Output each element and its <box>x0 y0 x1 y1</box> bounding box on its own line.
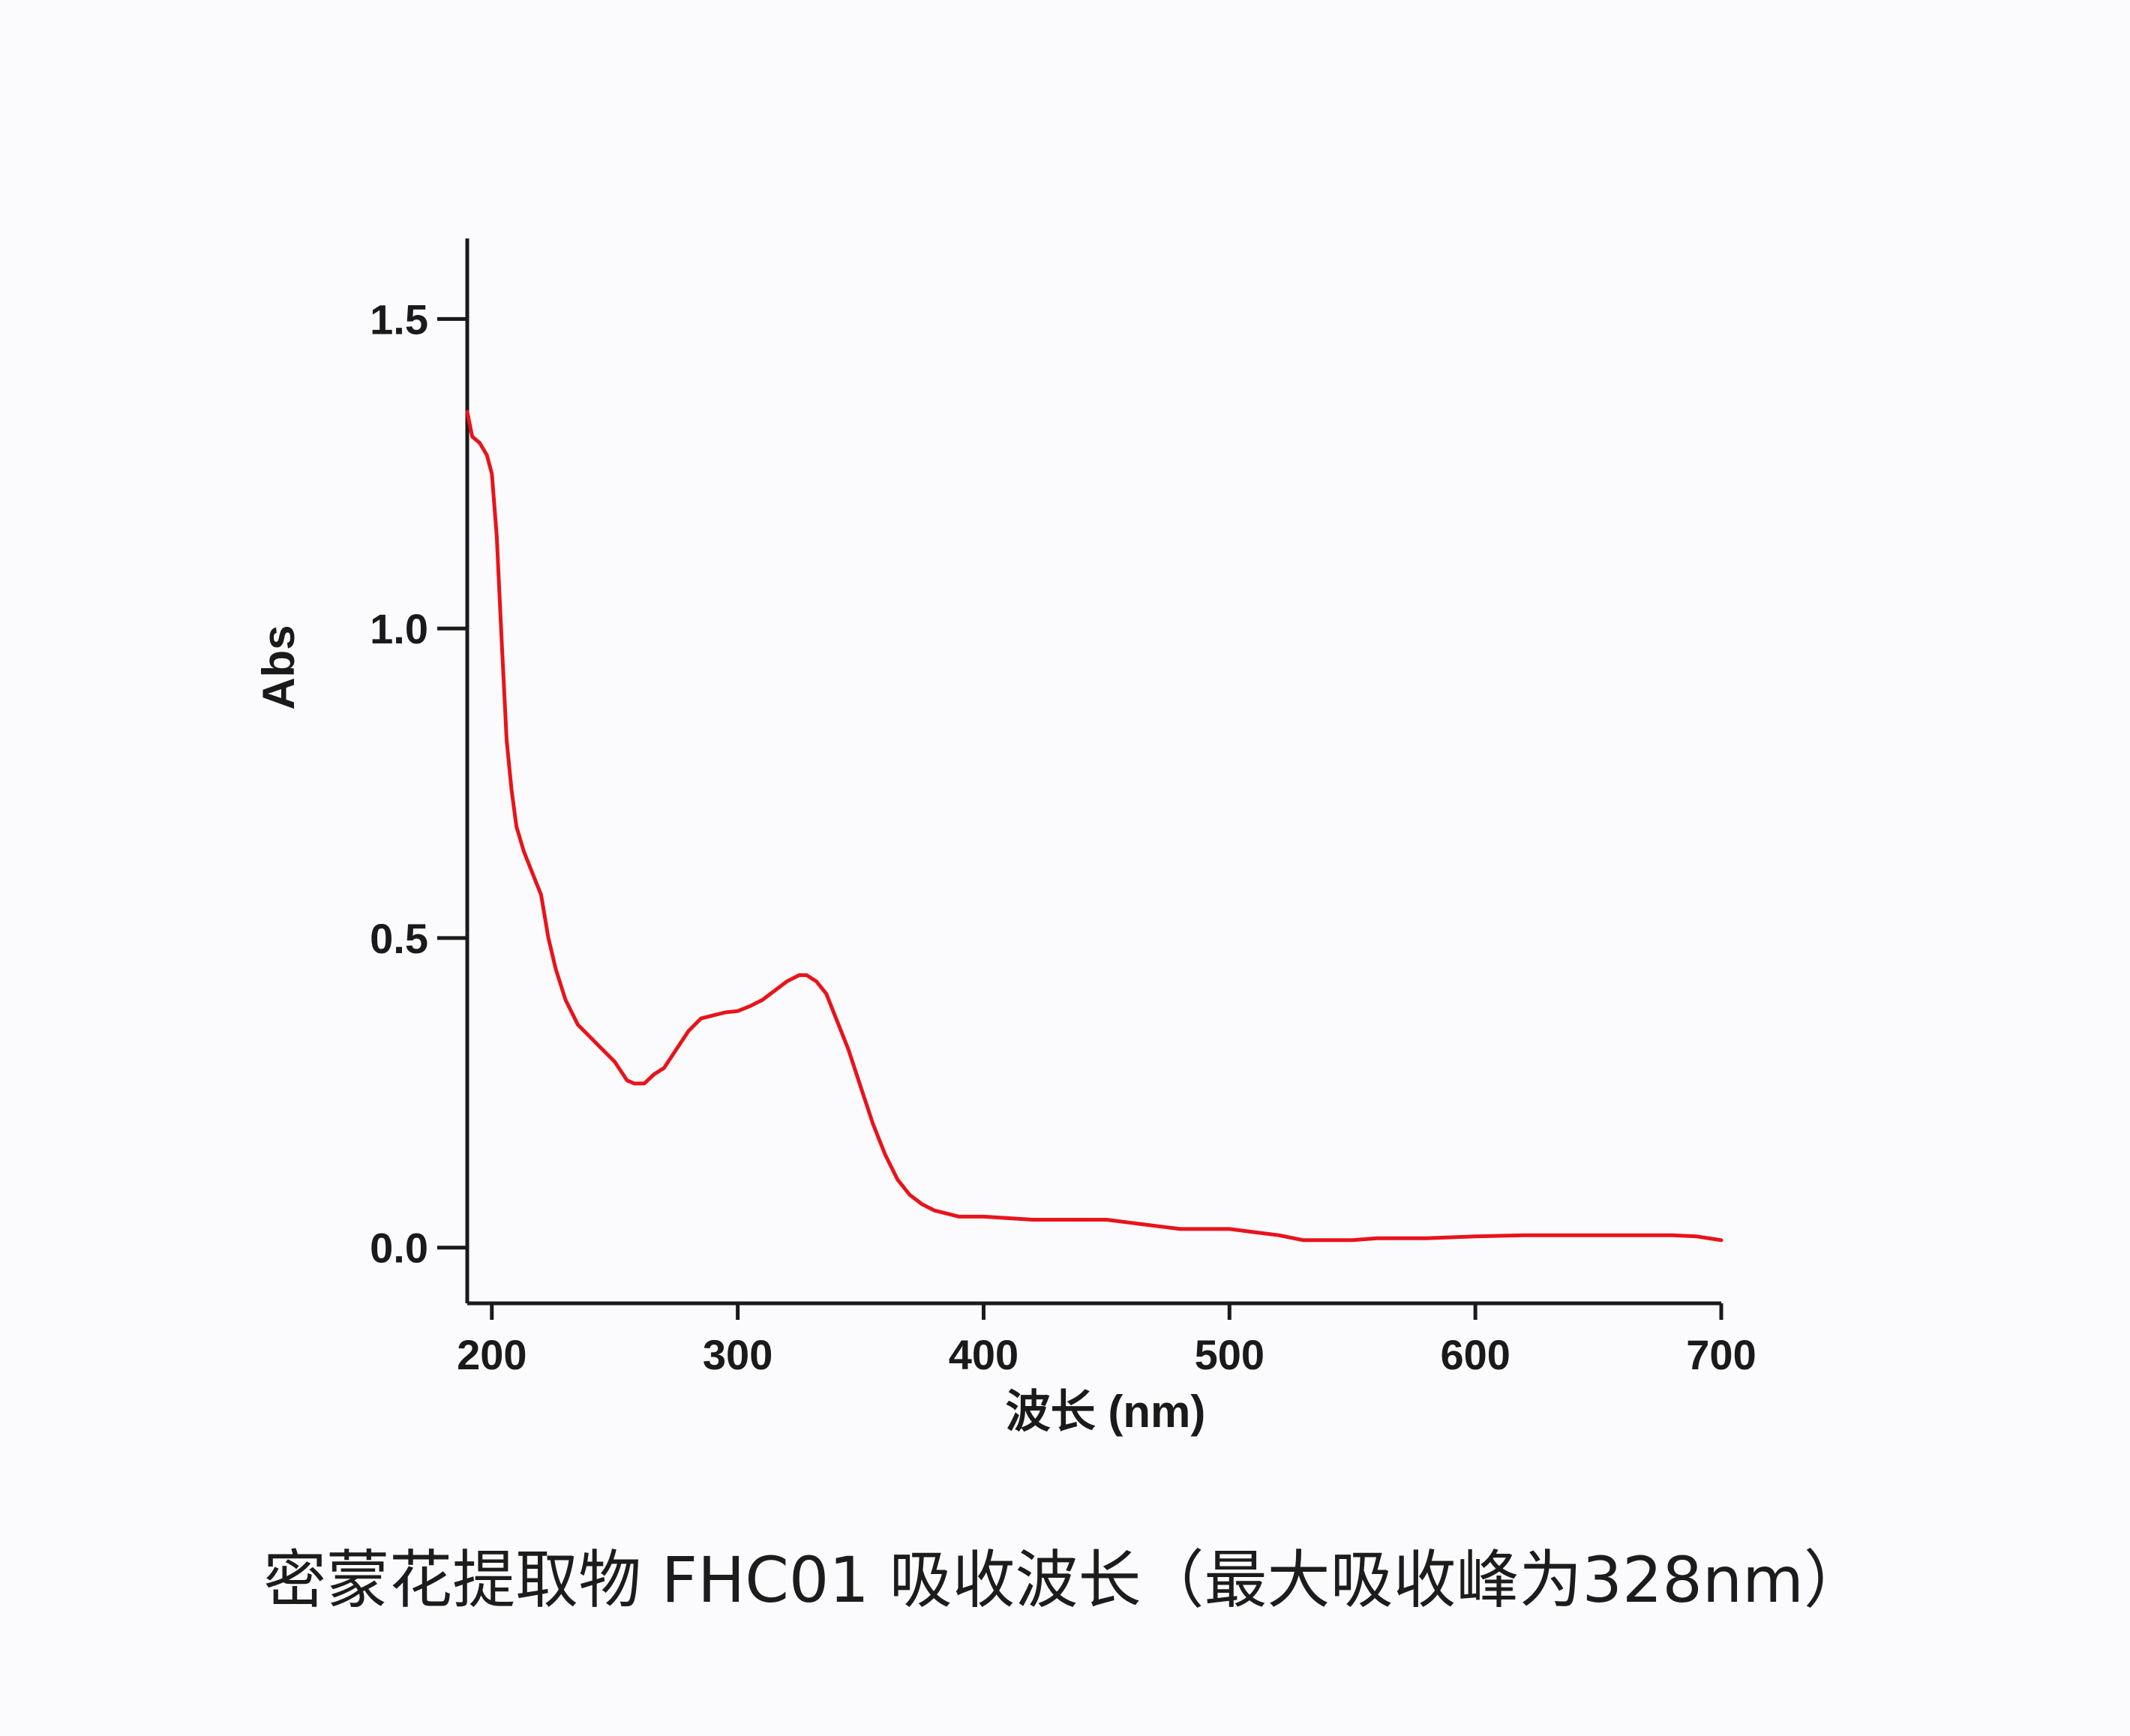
x-tick-label: 200 <box>457 1331 526 1378</box>
y-tick-label: 1.5 <box>370 295 428 343</box>
figure-caption: 密蒙花提取物 FHC01 吸收波长（最大吸收峰为328nm） <box>263 1543 1867 1617</box>
x-tick-label: 300 <box>703 1331 772 1378</box>
x-tick-label: 500 <box>1195 1331 1264 1378</box>
y-tick-label: 0.0 <box>370 1225 428 1272</box>
x-axis-title: 波长 (nm) <box>1006 1387 1206 1437</box>
axes <box>465 238 1721 1306</box>
y-tick-label: 0.5 <box>370 915 428 962</box>
series-group <box>465 409 1724 1243</box>
x-tick-label: 600 <box>1440 1331 1510 1378</box>
x-tick-label: 400 <box>949 1331 1018 1378</box>
y-tick-label: 1.0 <box>370 605 428 652</box>
absorbance-line <box>465 409 1724 1243</box>
y-axis-title: Abs <box>254 625 304 709</box>
x-tick-label: 700 <box>1686 1331 1756 1378</box>
ticks: 0.0 0.5 1.0 1.5 200 300 400 500 600 700 <box>370 295 1756 1378</box>
